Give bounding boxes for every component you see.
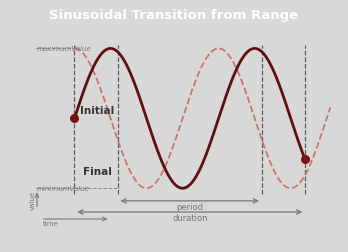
Text: period: period	[176, 202, 203, 211]
Text: duration: duration	[172, 213, 207, 223]
Text: Initial: Initial	[80, 105, 114, 115]
Text: time: time	[43, 220, 58, 226]
Text: value: value	[30, 190, 35, 209]
Text: minimumValue: minimumValue	[37, 185, 90, 192]
Text: Final: Final	[83, 166, 112, 176]
Text: maximumValue: maximumValue	[37, 46, 92, 52]
Text: Sinusoidal Transition from Range: Sinusoidal Transition from Range	[49, 9, 299, 22]
